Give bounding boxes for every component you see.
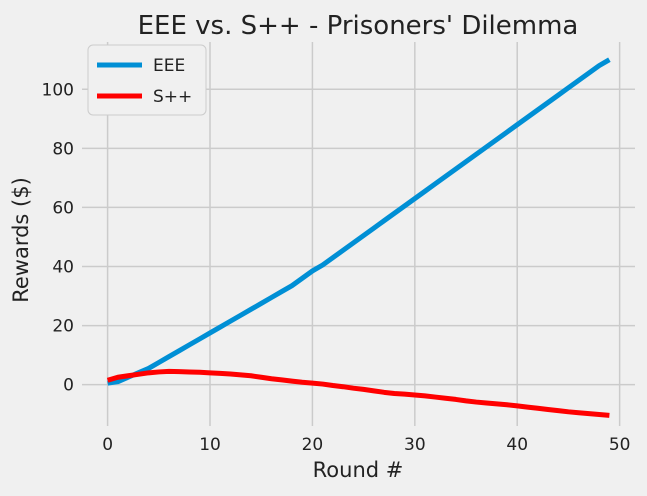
tick-labels: 0 10 20 30 40 50 0 20 40 60 80 100	[42, 80, 631, 455]
series-line-s	[106, 368, 610, 418]
chart-title: EEE vs. S++ - Prisoners' Dilemma	[138, 11, 579, 41]
x-tick-label: 50	[609, 435, 631, 455]
y-tick-label: 100	[42, 80, 74, 100]
x-tick-label: 20	[302, 435, 324, 455]
series-lines	[106, 57, 611, 418]
legend-label-eee: EEE	[153, 56, 185, 76]
y-tick-label: 60	[52, 198, 74, 218]
legend: EEE S++	[87, 44, 207, 116]
grid-lines	[82, 42, 635, 426]
y-axis-label: Rewards ($)	[9, 177, 33, 303]
y-tick-label: 80	[52, 139, 74, 159]
x-tick-label: 30	[404, 435, 426, 455]
x-tick-label: 0	[102, 435, 113, 455]
x-tick-label: 10	[199, 435, 221, 455]
legend-label-spp: S++	[153, 87, 192, 107]
y-tick-label: 40	[52, 257, 74, 277]
x-tick-label: 40	[506, 435, 528, 455]
series-line-eee	[107, 57, 611, 386]
y-tick-label: 0	[63, 376, 74, 396]
y-tick-label: 20	[52, 317, 74, 337]
x-axis-label: Round #	[313, 458, 404, 482]
